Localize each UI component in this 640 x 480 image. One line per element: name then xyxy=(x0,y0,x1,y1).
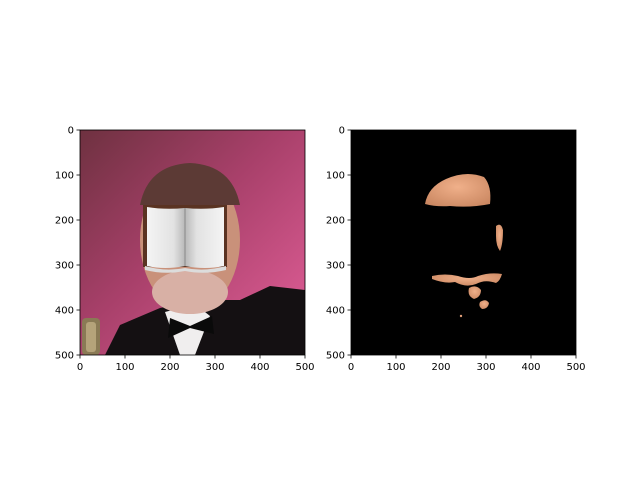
right-y-tick-label: 200 xyxy=(326,216,345,227)
left-y-tick-label: 300 xyxy=(55,261,74,272)
left-y-tick-label: 400 xyxy=(55,306,74,317)
right-y-tick-label: 300 xyxy=(326,261,345,272)
mask-image xyxy=(351,130,576,355)
left-y-tick-label: 0 xyxy=(68,126,74,137)
left-axes-frame xyxy=(79,129,306,356)
left-x-tick-label: 300 xyxy=(205,362,224,373)
left-y-tick-label: 200 xyxy=(55,216,74,227)
right-axes-frame xyxy=(350,129,577,356)
left-x-tick-label: 0 xyxy=(77,362,83,373)
photo-image xyxy=(80,130,305,355)
right-x-tick-label: 300 xyxy=(476,362,495,373)
left-x-tick-label: 400 xyxy=(250,362,269,373)
right-y-tick-label: 400 xyxy=(326,306,345,317)
book-icon xyxy=(143,205,227,273)
left-x-tick-label: 500 xyxy=(295,362,314,373)
right-x-tick-label: 100 xyxy=(386,362,405,373)
right-x-tick-label: 0 xyxy=(348,362,354,373)
right-y-tick-label: 100 xyxy=(326,171,345,182)
right-x-tick-label: 500 xyxy=(566,362,585,373)
left-y-tick-label: 500 xyxy=(55,351,74,362)
right-y-tick-label: 500 xyxy=(326,351,345,362)
right-x-tick-label: 400 xyxy=(521,362,540,373)
mask-background xyxy=(351,130,576,355)
left-y-tick-label: 100 xyxy=(55,171,74,182)
skin-regions xyxy=(425,173,503,318)
right-x-tick-label: 200 xyxy=(431,362,450,373)
left-x-tick-label: 100 xyxy=(115,362,134,373)
left-x-tick-label: 200 xyxy=(160,362,179,373)
right-y-tick-label: 0 xyxy=(339,126,345,137)
